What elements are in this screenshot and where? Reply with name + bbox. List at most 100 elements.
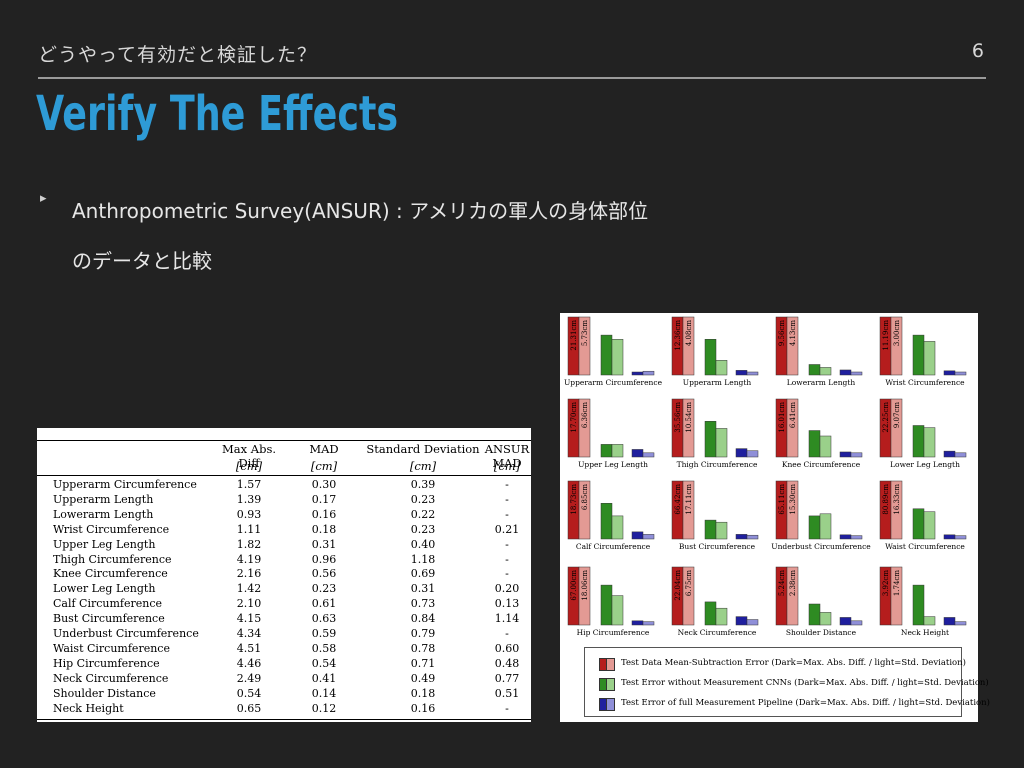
chart-panel-label: Lower Leg Length	[890, 460, 960, 469]
red-bar-label: 1.74cm	[893, 570, 901, 597]
row-value: 0.56	[311, 567, 337, 581]
row-value: 0.96	[311, 552, 337, 566]
row-value: 1.82	[236, 537, 262, 551]
legend-label: Test Error of full Measurement Pipeline …	[621, 698, 990, 708]
blue-bar-std	[746, 450, 759, 458]
chart-legend: Test Data Mean-Subtraction Error (Dark=M…	[584, 647, 990, 717]
red-bar-label: 6.41cm	[789, 402, 797, 429]
blue-bar-std	[954, 452, 967, 458]
row-value: 0.78	[410, 641, 436, 655]
row-value: 2.49	[236, 671, 262, 685]
blue-bar-std	[642, 534, 655, 540]
bullet-text: Anthropometric Survey(ANSUR) : アメリカの軍人の身…	[72, 186, 932, 286]
row-label: Neck Height	[53, 701, 124, 715]
blue-bar-std	[850, 620, 863, 626]
row-value: 0.58	[311, 641, 337, 655]
row-label: Upper Leg Length	[53, 537, 156, 551]
row-value: 0.63	[311, 612, 337, 626]
row-value: 0.65	[236, 701, 262, 715]
red-bar-label: 35.56cm	[674, 402, 682, 433]
row-value: -	[505, 701, 509, 715]
unit-cell: [cm]	[493, 459, 521, 473]
slide-subtitle: どうやって有効だと検証した？	[38, 44, 318, 66]
blue-bar-max	[735, 370, 748, 376]
green-bar-std	[715, 360, 728, 376]
red-bar-label: 67.00cm	[570, 570, 578, 601]
blue-bar-std	[642, 621, 655, 626]
header-standard-deviation: Standard Deviation	[366, 442, 480, 456]
red-bar-std	[578, 480, 591, 540]
chart-panel-label: Waist Circumference	[885, 542, 965, 551]
row-label: Knee Circumference	[53, 567, 168, 581]
blue-bar-max	[735, 616, 748, 626]
red-bar-label: 4.08cm	[685, 320, 693, 347]
page-number: 6	[971, 40, 984, 62]
green-bar-max	[600, 334, 613, 376]
row-value: 0.13	[494, 597, 520, 611]
blue-bar-std	[954, 371, 967, 376]
table-row: Upperarm Circumference 1.57 0.30 0.39 -	[37, 478, 531, 493]
chart-panel-label: Shoulder Distance	[786, 628, 857, 637]
table-row: Neck Height 0.65 0.12 0.16 -	[37, 702, 531, 717]
green-bar-std	[819, 612, 832, 626]
red-bar-label: 9.07cm	[893, 402, 901, 429]
table-row: Lowerarm Length 0.93 0.16 0.22 -	[37, 508, 531, 523]
red-bar-label: 15.30cm	[789, 484, 797, 515]
row-value: 0.49	[410, 671, 436, 685]
row-label: Calf Circumference	[53, 597, 163, 611]
table-row: Bust Circumference 4.15 0.63 0.84 1.14	[37, 612, 531, 627]
row-value: 0.84	[410, 612, 436, 626]
row-value: 0.14	[311, 686, 337, 700]
header-divider	[38, 77, 986, 79]
row-value: 0.16	[410, 701, 436, 715]
red-bar-std	[682, 480, 695, 540]
measurement-table: Max Abs. Diff MAD Standard Deviation ANS…	[37, 428, 531, 722]
green-bar-max	[704, 339, 717, 376]
row-value: 0.79	[410, 627, 436, 640]
red-bar-label: 5.24cm	[778, 570, 786, 597]
row-value: -	[505, 478, 509, 491]
header-max-abs-diff: Max Abs. Diff	[222, 442, 276, 470]
row-value: 0.23	[410, 492, 436, 506]
red-bar-std	[578, 566, 591, 626]
blue-bar-max	[943, 450, 956, 458]
green-bar-max	[912, 584, 925, 626]
row-value: 0.77	[494, 671, 520, 685]
blue-bar-max	[943, 534, 956, 540]
red-bar-label: 4.13cm	[789, 320, 797, 347]
chart-panel-label: Knee Circumference	[782, 460, 861, 469]
red-bar-std	[786, 566, 799, 626]
chart-panel-label: Underbust Circumference	[771, 542, 871, 551]
blue-bar-max	[631, 531, 644, 540]
red-bar-label: 16.33cm	[893, 484, 901, 515]
table-row: Wrist Circumference 1.11 0.18 0.23 0.21	[37, 523, 531, 538]
row-value: 0.54	[311, 656, 337, 670]
blue-bar-max	[839, 617, 852, 626]
row-value: 0.18	[410, 686, 436, 700]
row-value: 0.71	[410, 656, 436, 670]
row-value: 0.31	[410, 582, 436, 596]
blue-bar-std	[642, 370, 655, 376]
table-row: Upperarm Length 1.39 0.17 0.23 -	[37, 493, 531, 508]
red-bar-label: 16.01cm	[778, 402, 786, 433]
row-value: 4.15	[236, 612, 262, 626]
green-bar-max	[912, 508, 925, 540]
row-label: Waist Circumference	[53, 641, 170, 655]
blue-bar-std	[746, 619, 759, 626]
blue-bar-max	[839, 369, 852, 376]
red-bar-label: 66.42cm	[674, 484, 682, 515]
red-bar-label: 22.04cm	[674, 570, 682, 601]
bullet-line-1: Anthropometric Survey(ANSUR) : アメリカの軍人の身…	[72, 199, 649, 223]
row-value: -	[505, 492, 509, 506]
row-label: Underbust Circumference	[53, 627, 199, 640]
red-bar-label: 6.36cm	[581, 402, 589, 429]
table-row: Neck Circumference 2.49 0.41 0.49 0.77	[37, 672, 531, 687]
blue-bar-max	[735, 448, 748, 458]
row-value: 0.59	[311, 627, 337, 640]
chart-panel-label: Upper Leg Length	[578, 460, 648, 469]
red-bar-label: 5.73cm	[581, 320, 589, 347]
row-value: 0.23	[410, 522, 436, 536]
row-value: 0.69	[410, 567, 436, 581]
legend-label: Test Data Mean-Subtraction Error (Dark=M…	[621, 658, 966, 668]
green-bar-max	[912, 425, 925, 458]
